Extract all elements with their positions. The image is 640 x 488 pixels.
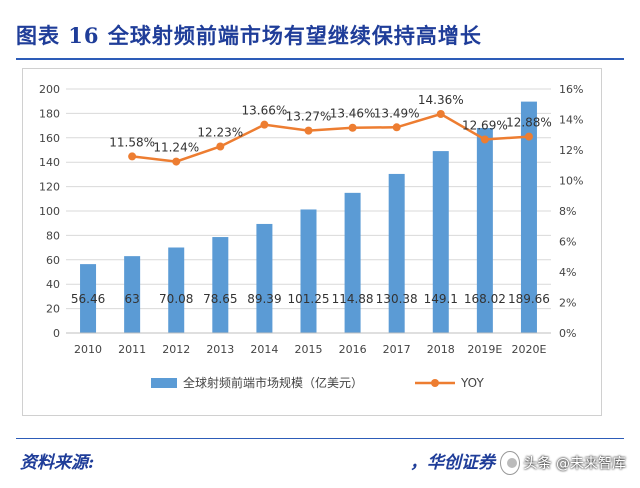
- x-tick-label: 2014: [250, 343, 278, 356]
- yoy-value-label: 11.58%: [109, 135, 155, 149]
- chart-svg: 0 20 40 60 80 100 120 140 160 180 200 0% 2% 4% 6% 8% 10%…: [39, 83, 583, 390]
- yoy-value-label: 11.24%: [153, 141, 199, 155]
- bar-value-label: 149.1: [424, 292, 458, 306]
- yoy-point: [524, 132, 533, 141]
- x-tick-label: 2011: [118, 343, 146, 356]
- yoy-point: [128, 152, 137, 161]
- yoy-point: [216, 142, 225, 151]
- yoy-value-label: 14.36%: [418, 93, 464, 107]
- y-left-tick-label: 100: [39, 205, 60, 218]
- y-left-tick-label: 200: [39, 83, 60, 96]
- y-right-tick-label: 6%: [559, 236, 576, 249]
- y-right-tick-label: 10%: [559, 175, 583, 188]
- x-tick-label: 2019E: [467, 343, 502, 356]
- y-left-tick-label: 40: [46, 278, 60, 291]
- bar: [124, 256, 141, 333]
- x-tick-label: 2017: [383, 343, 411, 356]
- source-divider: [16, 438, 624, 439]
- bar-value-label: 63: [124, 292, 139, 306]
- y-left-tick-label: 80: [46, 229, 60, 242]
- bar: [520, 101, 537, 333]
- x-tick-label: 2012: [162, 343, 190, 356]
- bar-value-label: 114.88: [332, 292, 374, 306]
- yoy-value-label: 12.69%: [462, 118, 508, 132]
- bar: [476, 128, 493, 333]
- bar: [388, 173, 405, 333]
- bar-value-label: 130.38: [376, 292, 418, 306]
- bar: [300, 209, 317, 333]
- yoy-point: [348, 123, 357, 132]
- bar: [168, 247, 185, 333]
- legend-line-marker: [431, 379, 439, 387]
- x-tick-label: 2010: [74, 343, 102, 356]
- y-right-tick-label: 12%: [559, 144, 583, 157]
- bar-value-label: 56.46: [71, 292, 105, 306]
- y-left-tick-label: 160: [39, 132, 60, 145]
- watermark: 头条 @未来智库: [500, 446, 626, 480]
- bar: [80, 264, 97, 333]
- bar-value-label: 70.08: [159, 292, 193, 306]
- yoy-point: [260, 120, 269, 129]
- y-left-tick-label: 60: [46, 254, 60, 267]
- yoy-point: [392, 123, 401, 132]
- wechat-icon: [500, 451, 520, 475]
- bar: [432, 151, 449, 333]
- yoy-value-label: 13.66%: [242, 104, 288, 118]
- watermark-text: 头条 @未来智库: [523, 456, 626, 472]
- yoy-point: [304, 126, 313, 135]
- source-value: ，华创证券: [410, 453, 495, 473]
- y-right-tick-label: 4%: [559, 266, 576, 279]
- legend-bar-label: 全球射频前端市场规模（亿美元）: [183, 375, 363, 390]
- y-right-tick-label: 8%: [559, 205, 576, 218]
- yoy-line: [131, 112, 530, 163]
- bar: [212, 237, 229, 333]
- yoy-value-label: 13.46%: [330, 107, 376, 121]
- y-right-tick-label: 14%: [559, 114, 583, 127]
- legend-bar-swatch: [151, 378, 177, 388]
- yoy-point: [436, 110, 445, 119]
- bar-value-label: 189.66: [508, 292, 550, 306]
- yoy-point: [172, 157, 181, 166]
- x-tick-label: 2013: [206, 343, 234, 356]
- yoy-point: [480, 135, 489, 144]
- y-right-tick-label: 16%: [559, 83, 583, 96]
- y-left-tick-label: 0: [53, 327, 60, 340]
- x-tick-label: 2015: [295, 343, 323, 356]
- y-left-tick-label: 140: [39, 156, 60, 169]
- legend-line-label: YOY: [460, 376, 484, 390]
- bar: [256, 223, 273, 333]
- bar-value-label: 78.65: [203, 292, 237, 306]
- bar-value-label: 89.39: [247, 292, 281, 306]
- bar-value-label: 101.25: [288, 292, 330, 306]
- yoy-value-label: 13.27%: [286, 110, 332, 124]
- y-right-tick-label: 2%: [559, 297, 576, 310]
- x-tick-label: 2016: [339, 343, 367, 356]
- chart-frame: 0 20 40 60 80 100 120 140 160 180 200 0% 2% 4% 6% 8% 10%…: [22, 68, 602, 416]
- x-tick-label: 2018: [427, 343, 455, 356]
- title-divider: [16, 58, 624, 60]
- y-right-tick-label: 0%: [559, 327, 576, 340]
- y-left-tick-label: 20: [46, 303, 60, 316]
- bar: [344, 192, 361, 333]
- figure-title: 图表 16 全球射频前端市场有望继续保持高增长: [16, 23, 482, 48]
- x-tick-label: 2020E: [511, 343, 546, 356]
- y-left-tick-label: 180: [39, 107, 60, 120]
- bar-value-label: 168.02: [464, 292, 506, 306]
- yoy-value-label: 13.49%: [374, 106, 420, 120]
- yoy-value-label: 12.88%: [506, 116, 552, 130]
- yoy-value-label: 12.23%: [197, 125, 243, 139]
- source-label: 资料来源:: [20, 453, 95, 473]
- y-left-tick-label: 120: [39, 181, 60, 194]
